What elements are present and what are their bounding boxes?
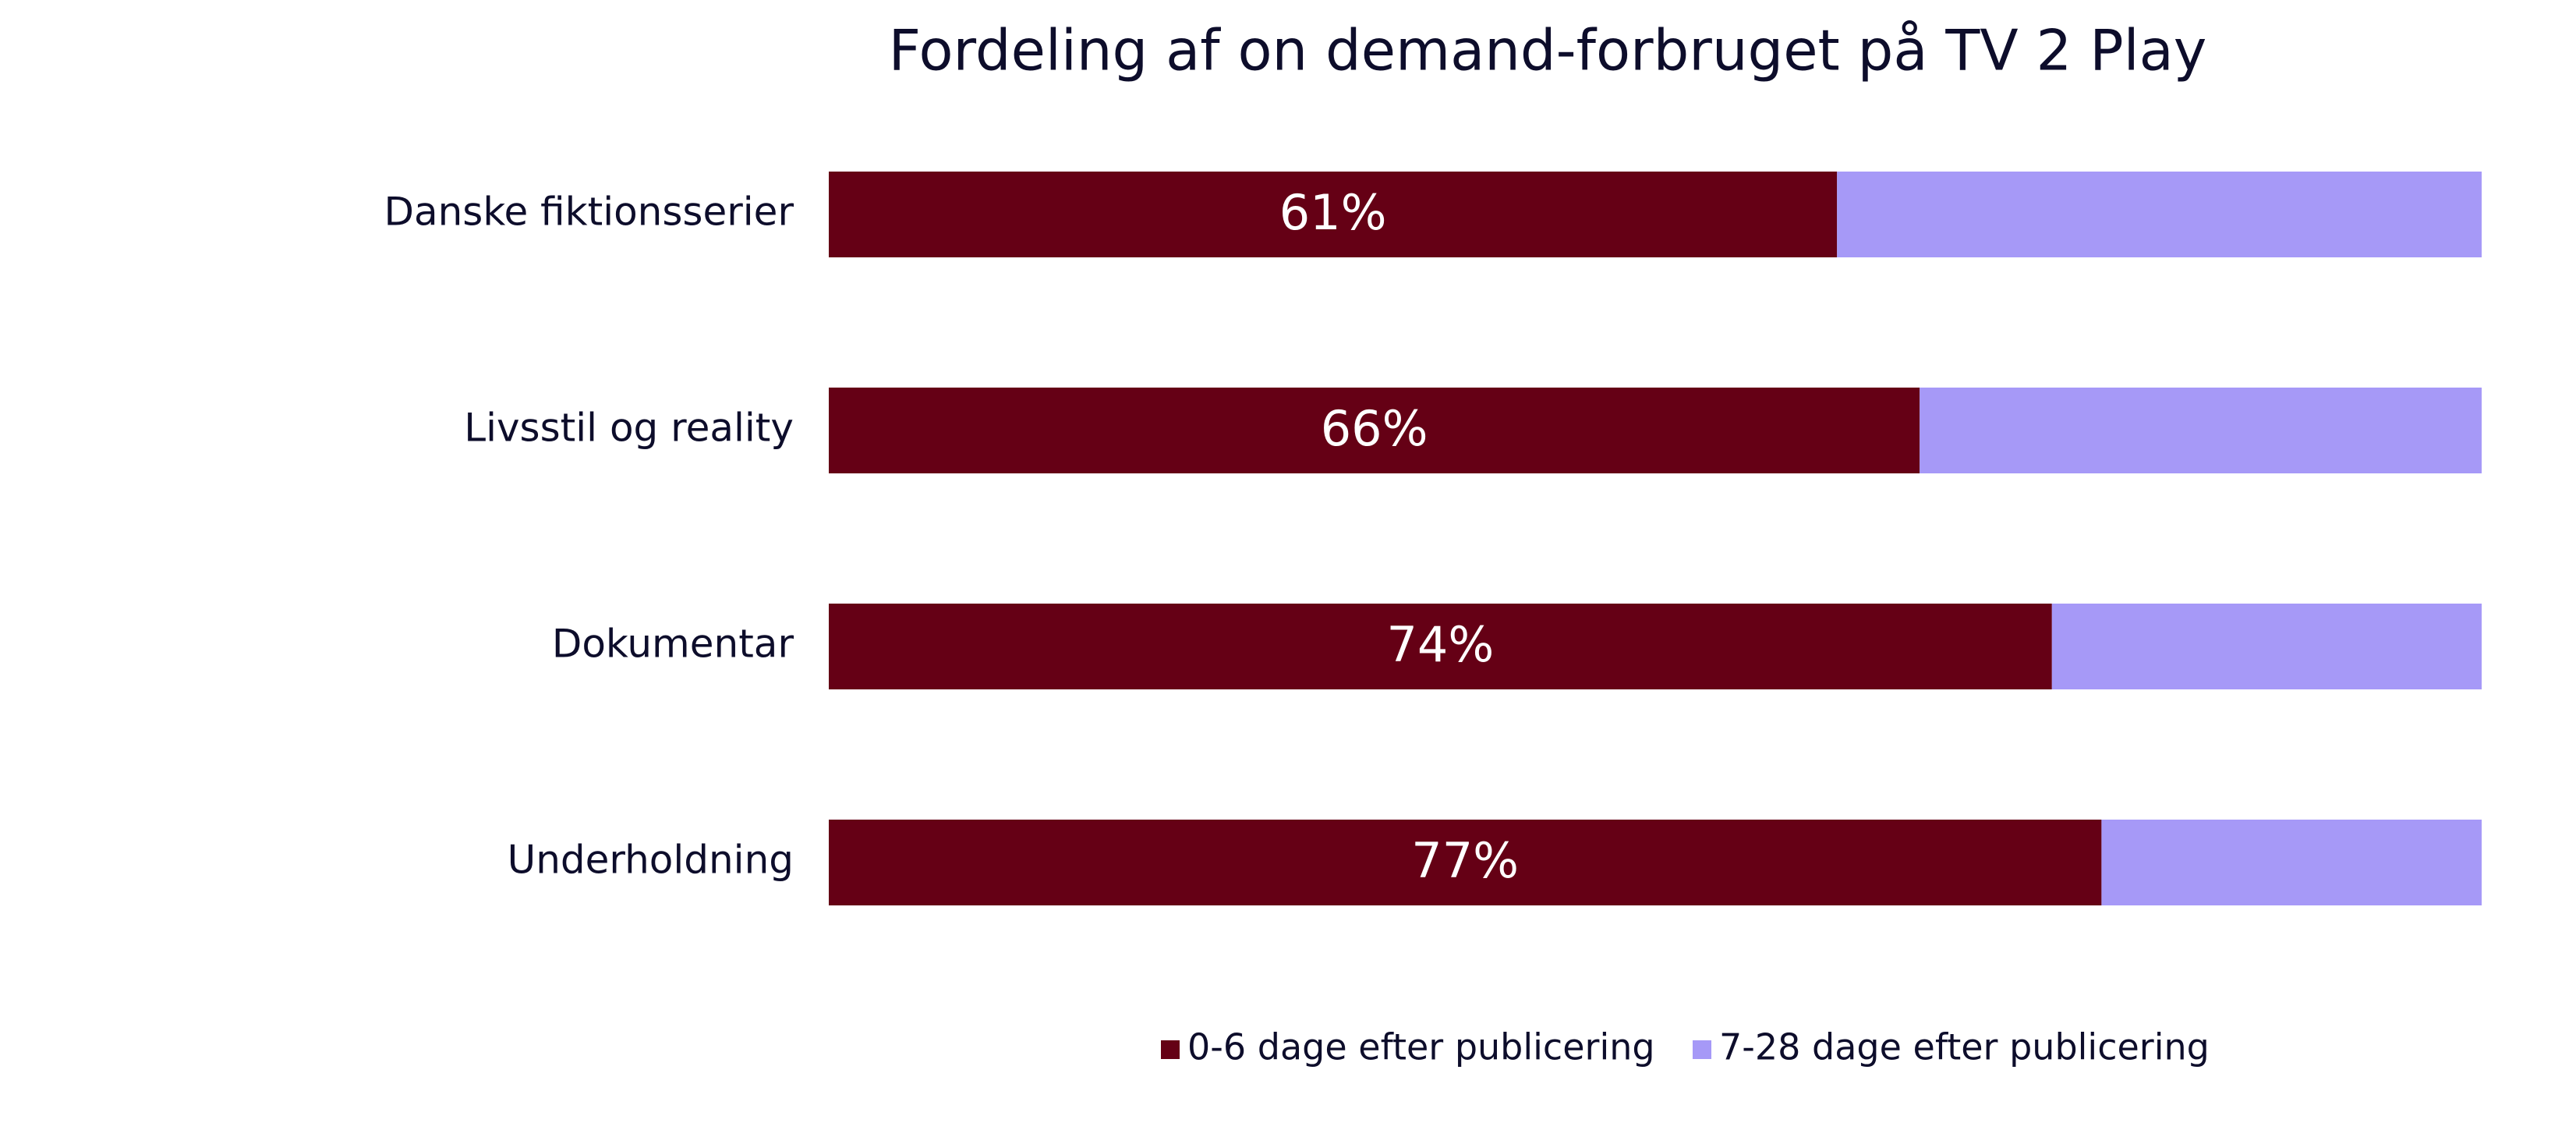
bar-segment — [829, 604, 2052, 689]
bar-segment — [829, 388, 1920, 473]
bar-segment — [2051, 604, 2482, 689]
y-tick-label: Dokumentar — [552, 622, 794, 667]
legend-swatch — [1161, 1040, 1180, 1059]
data-label: 77% — [1411, 832, 1519, 889]
bar-segment — [1837, 172, 2482, 257]
legend-swatch — [1693, 1040, 1711, 1059]
y-tick-label: Underholdning — [508, 838, 794, 883]
y-tick-label: Danske fiktionsserier — [384, 190, 794, 235]
legend-label: 7-28 dage efter publicering — [1719, 1026, 2210, 1068]
y-tick-label: Livsstil og reality — [464, 406, 794, 451]
bar-segment — [829, 172, 1838, 257]
data-label: 74% — [1386, 616, 1494, 673]
bar-segment — [829, 820, 2102, 905]
data-label: 66% — [1321, 400, 1428, 457]
bar-segment — [2101, 820, 2482, 905]
legend-label: 0-6 dage efter publicering — [1187, 1026, 1655, 1068]
chart-title: Fordeling af on demand-forbruget på TV 2… — [889, 18, 2207, 83]
data-label: 61% — [1279, 184, 1387, 241]
bar-segment — [1920, 388, 2482, 473]
